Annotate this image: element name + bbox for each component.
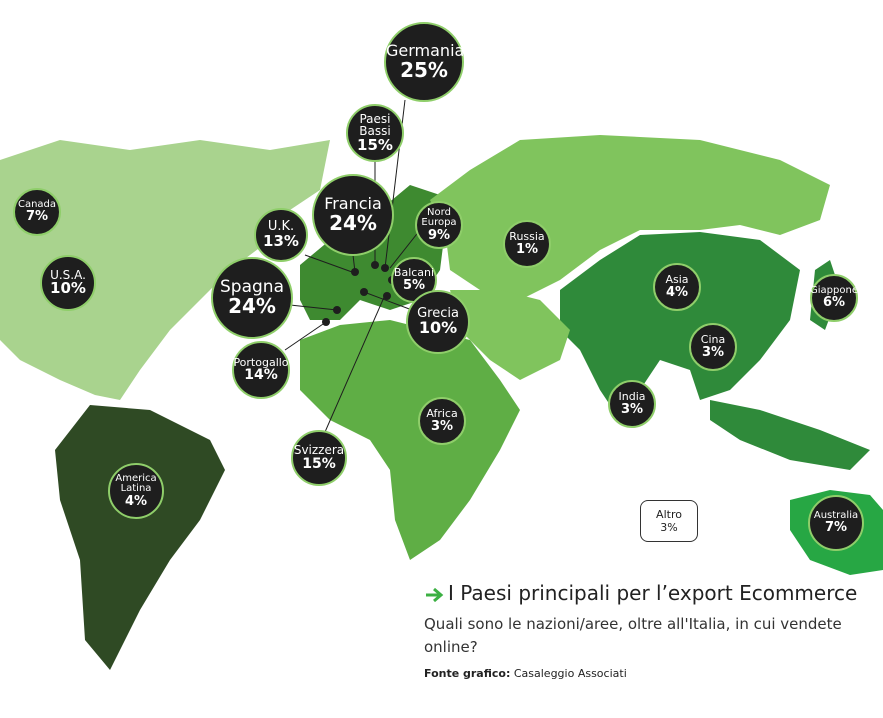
region-share: 3% (660, 521, 678, 534)
region-bubble: Germania 25% (384, 22, 464, 102)
region-name: Asia (665, 273, 689, 287)
region-share: 24% (329, 210, 377, 235)
region-bubble: America Latina 4% (108, 463, 164, 519)
middle-east (450, 290, 570, 380)
region-share: 25% (400, 57, 448, 82)
region-name: America Latina (115, 472, 157, 495)
dot (360, 288, 368, 296)
caption-subtitle: Quali sono le nazioni/aree, oltre all'It… (424, 615, 842, 656)
region-share: 9% (427, 227, 451, 243)
region-name: Germania (386, 41, 465, 61)
region-bubble: Nord Europa 9% (415, 201, 463, 249)
region-name: Francia (324, 194, 382, 214)
region-name: Australia (813, 509, 859, 521)
region-share: 13% (263, 231, 299, 250)
region-name: Cina (700, 333, 726, 347)
location-dots (322, 261, 396, 326)
dot (371, 261, 379, 269)
region-share: 7% (25, 209, 49, 225)
region-share: 3% (701, 344, 725, 360)
region-name: Paesi Bassi (359, 111, 391, 139)
dot (322, 318, 330, 326)
region-share: 15% (302, 455, 336, 472)
region-name: Canada (17, 198, 57, 210)
region-share: 14% (244, 367, 278, 384)
region-name: Balcani (393, 266, 435, 280)
region-share: 5% (402, 277, 426, 293)
leader-line (289, 304, 338, 311)
region-share: 6% (822, 295, 846, 311)
leader-line (304, 254, 353, 273)
caption-title: I Paesi principali per l’export Ecommerc… (448, 581, 858, 605)
region-name: Russia (509, 230, 545, 244)
source-label: Fonte grafico: (424, 667, 511, 680)
region-name: India (618, 390, 646, 404)
leader-line (284, 321, 327, 351)
region-bubble: Canada 7% (13, 188, 61, 236)
region-name: Spagna (220, 276, 284, 297)
region-bubble: Portogallo 14% (232, 341, 290, 399)
region-share: 3% (620, 401, 644, 417)
region-bubble: U.S.A. 10% (40, 255, 96, 311)
region-name: Giappone (810, 284, 858, 296)
region-name: Nord Europa (421, 206, 457, 229)
region-bubble: U.K. 13% (254, 208, 308, 262)
region-name: U.S.A. (50, 267, 86, 282)
region-share: 24% (228, 294, 276, 319)
asia (560, 232, 800, 420)
region-share: 15% (357, 135, 393, 154)
region-share: 10% (418, 318, 458, 338)
africa (300, 320, 520, 560)
region-bubble: Spagna 24% (211, 257, 293, 339)
region-name: Altro (656, 508, 682, 521)
source-name: Casaleggio Associati (513, 667, 627, 680)
region-share: 4% (124, 493, 148, 509)
dot (381, 264, 389, 272)
region-bubble: Paesi Bassi 15% (346, 104, 404, 162)
leader-line (324, 294, 386, 433)
region-bubble: Africa 3% (418, 397, 466, 445)
region-share: 4% (665, 284, 689, 300)
leader-line (363, 291, 413, 311)
region-name: Portogallo (233, 355, 289, 369)
region-bubble: Grecia 10% (406, 290, 470, 354)
region-bubble: Asia 4% (653, 263, 701, 311)
region-bubble: Russia 1% (503, 220, 551, 268)
source: Fonte grafico: Casaleggio Associati (424, 667, 864, 680)
region-bubble: Svizzera 15% (291, 430, 347, 486)
region-bubble: India 3% (608, 380, 656, 428)
region-name: Grecia (417, 305, 459, 321)
dot (333, 306, 341, 314)
region-share: 1% (515, 241, 539, 257)
dot (383, 292, 391, 300)
caption: I Paesi principali per l’export Ecommerc… (424, 580, 864, 680)
region-name: U.K. (267, 219, 295, 235)
region-share: 10% (50, 279, 86, 298)
region-bubble: Giappone 6% (810, 274, 858, 322)
region-bubble: Australia 7% (808, 495, 864, 551)
north-america (0, 140, 330, 400)
dot (351, 268, 359, 276)
south-america (55, 405, 225, 670)
region-share: 7% (824, 520, 848, 536)
region-box: Altro 3% (640, 500, 698, 542)
leader-line (389, 229, 421, 269)
region-name: Svizzera (293, 443, 345, 458)
region-share: 3% (430, 418, 454, 434)
east-indies (710, 400, 870, 470)
region-bubble: Cina 3% (689, 323, 737, 371)
region-name: Africa (426, 407, 458, 421)
caption-arrow (426, 587, 444, 603)
region-bubble: Francia 24% (312, 174, 394, 256)
